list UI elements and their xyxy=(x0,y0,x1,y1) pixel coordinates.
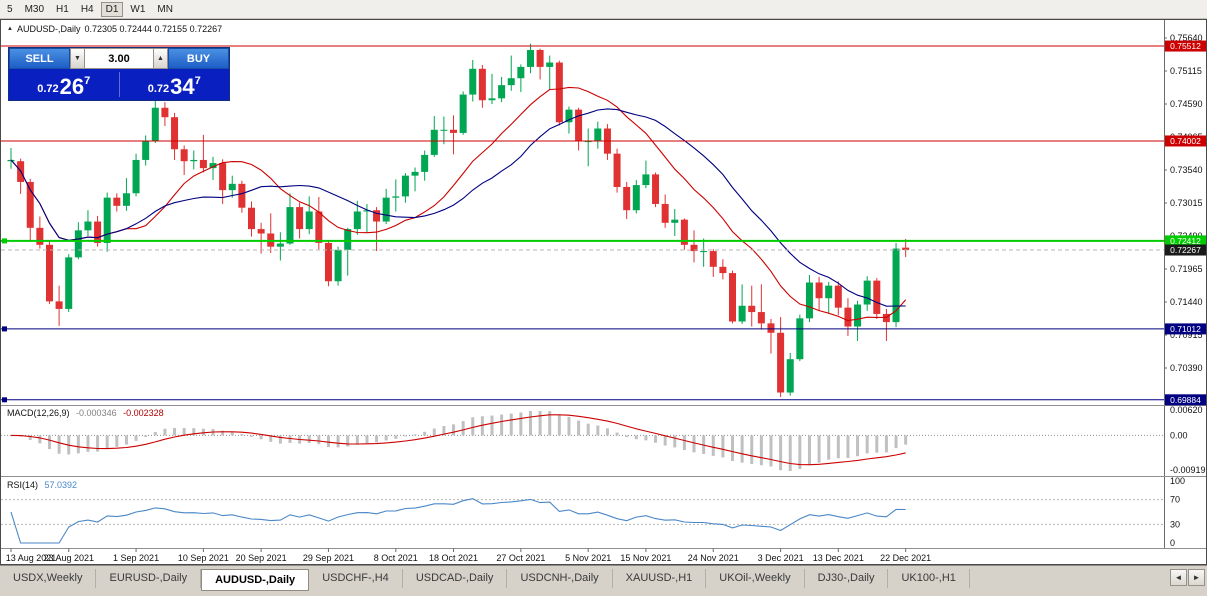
svg-text:0.70390: 0.70390 xyxy=(1170,363,1203,373)
svg-text:10 Sep 2021: 10 Sep 2021 xyxy=(178,553,229,563)
svg-text:0.73540: 0.73540 xyxy=(1170,165,1203,175)
svg-text:13 Aug 2021: 13 Aug 2021 xyxy=(6,553,57,563)
chart-symbol-text: AUDUSD-,Daily xyxy=(16,24,81,34)
macd-signal-value: -0.002328 xyxy=(123,408,164,418)
volume-decrease-button[interactable]: ▼ xyxy=(70,48,85,69)
timeframe-button-5[interactable]: 5 xyxy=(2,2,18,17)
svg-text:0.71440: 0.71440 xyxy=(1170,297,1203,307)
chart-window-icon: ▲ xyxy=(7,26,13,32)
svg-text:0.00: 0.00 xyxy=(1170,430,1188,440)
timeframe-button-d1[interactable]: D1 xyxy=(100,1,124,17)
rsi-pane: 100 70 30 0 xyxy=(1,476,1185,548)
price-tags-group: 0.75512 0.74002 0.72412 0.71012 0.69884 0.722… xyxy=(1165,40,1206,406)
svg-text:0.73015: 0.73015 xyxy=(1170,198,1203,208)
horizontal-lines-group[interactable] xyxy=(1,45,1164,403)
ma-lines-group xyxy=(10,86,907,322)
svg-text:0.75115: 0.75115 xyxy=(1170,66,1202,76)
volume-input[interactable] xyxy=(85,48,153,69)
candles-group xyxy=(7,43,910,397)
volume-increase-button[interactable]: ▲ xyxy=(153,48,168,69)
chart-tab-usdcnh-daily[interactable]: USDCNH-,Daily xyxy=(507,569,613,588)
chart-symbol-label: ▲ AUDUSD-,Daily 0.72305 0.72444 0.72155 … xyxy=(7,24,222,34)
trade-panel-prices: 0.72 26 7 0.72 34 7 xyxy=(9,69,229,100)
chart-tab-xauusd-h1[interactable]: XAUUSD-,H1 xyxy=(613,569,707,588)
svg-text:13 Dec 2021: 13 Dec 2021 xyxy=(813,553,864,563)
price-divider xyxy=(118,72,120,97)
bid-price: 0.72 26 7 xyxy=(37,74,91,100)
chart-tab-usdcad-daily[interactable]: USDCAD-,Daily xyxy=(403,569,508,588)
svg-text:15 Nov 2021: 15 Nov 2021 xyxy=(620,553,671,563)
chart-tab-uk100-h1[interactable]: UK100-,H1 xyxy=(888,569,970,588)
macd-name: MACD(12,26,9) xyxy=(7,408,70,418)
svg-text:8 Oct 2021: 8 Oct 2021 xyxy=(374,553,418,563)
triangle-up-icon: ▲ xyxy=(157,55,164,62)
sell-button[interactable]: SELL xyxy=(9,48,70,69)
rsi-value: 57.0392 xyxy=(44,480,78,490)
timeframe-button-m30[interactable]: M30 xyxy=(20,2,49,17)
svg-text:23 Aug 2021: 23 Aug 2021 xyxy=(43,553,94,563)
rsi-name: RSI(14) xyxy=(7,480,39,490)
svg-text:0.72267: 0.72267 xyxy=(1170,245,1201,255)
buy-button[interactable]: BUY xyxy=(168,48,229,69)
chart-window: 0.756400.751150.745900.740650.735400.730… xyxy=(0,19,1207,565)
svg-text:18 Oct 2021: 18 Oct 2021 xyxy=(429,553,478,563)
svg-text:0.70915: 0.70915 xyxy=(1170,330,1203,340)
macd-pane: 0.00620 0.00 -0.00919 xyxy=(1,405,1206,475)
macd-indicator-label: MACD(12,26,9) -0.000346 -0.002328 xyxy=(7,408,164,418)
svg-text:0: 0 xyxy=(1170,538,1175,548)
svg-text:0.74002: 0.74002 xyxy=(1170,136,1201,146)
timeframe-button-h1[interactable]: H1 xyxy=(51,2,74,17)
triangle-down-icon: ▼ xyxy=(74,55,81,62)
svg-text:0.71965: 0.71965 xyxy=(1170,264,1203,274)
timeframe-button-w1[interactable]: W1 xyxy=(125,2,150,17)
svg-text:29 Sep 2021: 29 Sep 2021 xyxy=(303,553,354,563)
price-chart[interactable]: 0.756400.751150.745900.740650.735400.730… xyxy=(1,20,1206,564)
chart-ohlc-text: 0.72305 0.72444 0.72155 0.72267 xyxy=(84,24,223,34)
tab-scroll-right-button[interactable]: ► xyxy=(1188,569,1205,586)
arrow-left-icon: ◄ xyxy=(1174,573,1183,582)
svg-text:0.75512: 0.75512 xyxy=(1170,41,1201,51)
svg-text:0.75640: 0.75640 xyxy=(1170,33,1203,43)
svg-text:70: 70 xyxy=(1170,495,1180,505)
svg-text:24 Nov 2021: 24 Nov 2021 xyxy=(688,553,739,563)
svg-text:0.00620: 0.00620 xyxy=(1170,405,1203,415)
svg-text:20 Sep 2021: 20 Sep 2021 xyxy=(236,553,287,563)
svg-text:27 Oct 2021: 27 Oct 2021 xyxy=(496,553,545,563)
chart-tab-usdx-weekly[interactable]: USDX,Weekly xyxy=(0,569,97,588)
ask-price: 0.72 34 7 xyxy=(147,74,201,100)
arrow-right-icon: ► xyxy=(1192,573,1201,582)
timeframe-button-h4[interactable]: H4 xyxy=(76,2,99,17)
chart-tab-usdchf-h4[interactable]: USDCHF-,H4 xyxy=(309,569,403,588)
svg-text:0.71012: 0.71012 xyxy=(1170,324,1201,334)
rsi-indicator-label: RSI(14) 57.0392 xyxy=(7,480,77,490)
tab-scroll-buttons: ◄ ► xyxy=(1170,569,1205,586)
timeframe-toolbar: 5 M30 H1 H4 D1 W1 MN xyxy=(0,0,1207,19)
chart-tab-ukoil-weekly[interactable]: UKOil-,Weekly xyxy=(706,569,805,588)
svg-text:-0.00919: -0.00919 xyxy=(1170,465,1206,475)
chart-tab-audusd-daily[interactable]: AUDUSD-,Daily xyxy=(201,569,310,591)
chart-tab-bar: USDX,Weekly EURUSD-,Daily AUDUSD-,Daily USD… xyxy=(0,565,1207,596)
svg-text:0.74590: 0.74590 xyxy=(1170,99,1203,109)
svg-text:1 Sep 2021: 1 Sep 2021 xyxy=(113,553,159,563)
chart-tab-eurusd-daily[interactable]: EURUSD-,Daily xyxy=(96,569,202,588)
svg-text:5 Nov 2021: 5 Nov 2021 xyxy=(565,553,611,563)
svg-text:3 Dec 2021: 3 Dec 2021 xyxy=(758,553,804,563)
chart-tab-dj30-daily[interactable]: DJ30-,Daily xyxy=(805,569,889,588)
svg-text:100: 100 xyxy=(1170,476,1185,486)
svg-text:0.69884: 0.69884 xyxy=(1170,395,1201,405)
svg-text:22 Dec 2021: 22 Dec 2021 xyxy=(880,553,931,563)
timeframe-button-mn[interactable]: MN xyxy=(152,2,178,17)
tab-scroll-left-button[interactable]: ◄ xyxy=(1170,569,1187,586)
svg-text:0.72412: 0.72412 xyxy=(1170,236,1201,246)
trade-panel-controls: SELL ▼ ▲ BUY xyxy=(9,48,229,69)
svg-text:30: 30 xyxy=(1170,519,1180,529)
macd-main-value: -0.000346 xyxy=(76,408,117,418)
